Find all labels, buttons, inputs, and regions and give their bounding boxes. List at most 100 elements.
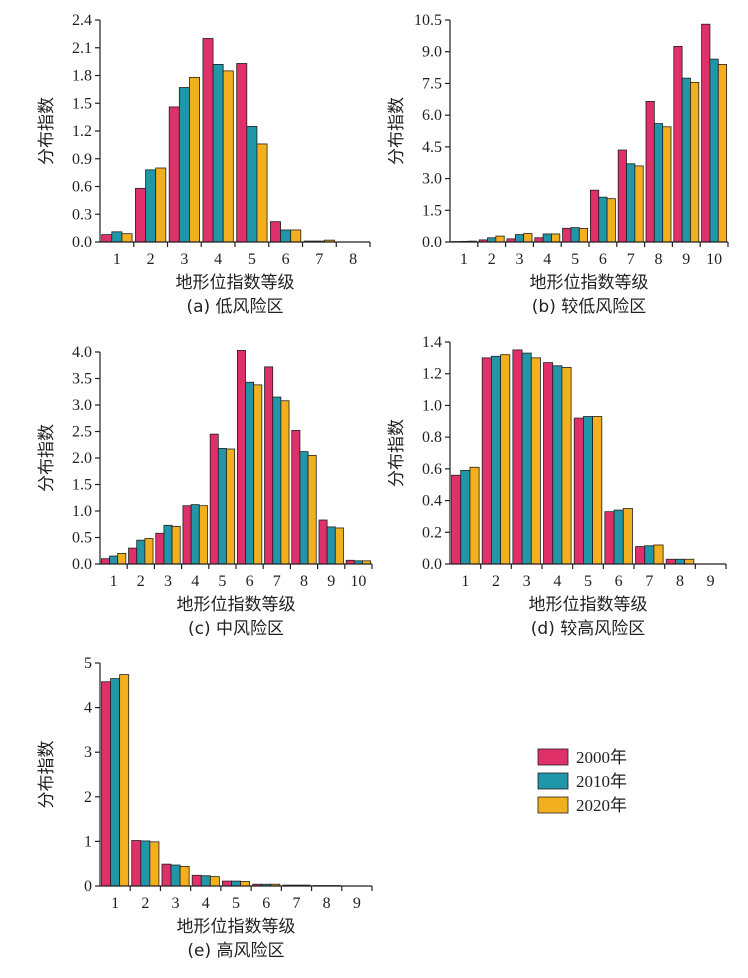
bar-panel3-2010年-cat6 [245,381,255,565]
bar-panel5-2000年-cat5 [221,880,232,887]
bar-panel5-2010年-cat5 [231,880,241,887]
bar-panel3-2000年-cat5 [209,433,219,565]
bar-panel2-2000年-cat6 [589,189,600,243]
x-axis-label: 地形位指数等级 [529,595,648,615]
legend: 2000年 2010年 2020年 [537,748,627,815]
bar-panel4-2020年-cat5 [592,416,603,565]
bar-panel3-2020年-cat9 [334,527,344,565]
bar-panel4-2010年-cat7 [644,545,655,565]
bar-panel2-2010年-cat6 [598,196,608,243]
bar-panel4-2020年-cat8 [684,558,695,565]
bar-panel4-2020年-cat4 [561,366,572,565]
bar-panel2-2010年-cat3 [514,234,525,243]
bar-panel2-2020年-cat8 [662,126,672,243]
bar-panel3-2020年-cat8 [307,454,317,565]
y-tick-label: 1.8 [72,68,92,85]
y-tick-label: 0.3 [72,206,92,223]
bar-panel4-2010年-cat2 [490,355,501,565]
bar-panel2-2000年-cat8 [645,101,655,243]
y-tick-label: 0.8 [422,429,442,446]
y-tick-label: 0.6 [422,461,442,478]
bar-panel5-2020年-cat4 [209,876,220,887]
bar-panel5-2010年-cat2 [140,840,151,887]
bar-panel3-2000年-cat2 [128,547,138,565]
bar-panel4-2000年-cat7 [635,546,646,565]
bar-panel3-2000年-cat7 [264,366,274,565]
bar-panel3-2020年-cat3 [171,525,181,565]
bar-panel3-2010年-cat2 [136,539,146,565]
x-tick-label: 6 [599,251,607,268]
y-tick-label: 1.5 [422,202,442,219]
y-tick-label: 9.0 [422,44,442,61]
x-tick-label: 9 [327,573,335,590]
bar-panel3-2010年-cat1 [109,555,119,565]
bar-panel1-2020年-cat5 [256,143,268,243]
bar-panel1-2010年-cat1 [111,231,123,243]
bar-panel3-2020年-cat6 [253,384,263,565]
x-tick-label: 10 [706,251,722,268]
bar-panel3-2020年-cat5 [226,448,236,565]
y-tick-label: 1.2 [72,123,92,140]
bar-panel2-2010年-cat10 [709,58,719,243]
bar-panel3-2000年-cat1 [100,558,110,565]
x-tick-label: 6 [615,573,623,590]
bar-panel4-2010年-cat4 [552,365,563,565]
x-tick-label: 5 [584,573,592,590]
bar-panel1-2010年-cat5 [246,125,258,243]
bar-panel2-2010年-cat4 [542,233,552,243]
bar-panel2-2020年-cat5 [578,228,589,243]
y-tick-label: 0.0 [422,234,442,251]
x-tick-label: 2 [137,573,145,590]
bar-panel2-2020年-cat2 [495,235,505,243]
x-tick-label: 3 [180,251,188,268]
y-tick-label: 0.9 [72,151,92,168]
y-tick-label: 1.5 [72,95,92,112]
y-tick-label: 1.5 [72,477,92,494]
bar-panel3-2020年-cat4 [198,505,208,565]
y-tick-label: 4 [84,700,92,717]
legend-swatch-2010年 [537,772,569,790]
x-tick-label: 1 [460,251,468,268]
x-tick-label: 4 [543,251,551,268]
legend-swatch-2020年 [537,796,569,814]
x-tick-label: 4 [553,573,561,590]
bar-panel4-2000年-cat8 [665,558,676,565]
x-axis-label: 地形位指数等级 [177,917,296,937]
x-tick-label: 1 [110,573,118,590]
bar-panel1-2020年-cat4 [222,70,234,243]
bar-panel4-2020年-cat7 [653,544,664,565]
x-tick-label: 9 [682,251,690,268]
x-tick-label: 4 [214,251,222,268]
bar-panel2-2020年-cat6 [606,198,616,243]
bar-panel2-2000年-cat5 [562,227,572,243]
bar-panel5-2010年-cat3 [170,864,181,887]
x-tick-label: 6 [246,573,254,590]
y-tick-label: 2.0 [72,450,92,467]
bar-panel3-2000年-cat3 [155,532,165,565]
y-axis-label: 分布指数 [37,424,57,492]
bar-panel3-2020年-cat1 [117,553,127,565]
x-tick-label: 9 [353,895,361,912]
bar-panel5-2000年-cat1 [101,681,111,887]
x-tick-label: 10 [350,573,366,590]
bar-panel3-2020年-cat7 [280,400,290,565]
bar-panel2-2020年-cat3 [523,233,533,243]
bar-panel2-2020年-cat7 [634,165,644,243]
y-tick-label: 2.4 [72,12,92,29]
bar-panel5-2000年-cat2 [131,840,142,887]
bar-panel2-2010年-cat7 [626,163,636,243]
y-tick-label: 7.5 [422,75,442,92]
bar-panel3-2010年-cat8 [299,451,309,565]
bar-panel3-2000年-cat6 [236,350,246,565]
x-tick-label: 8 [323,895,331,912]
x-tick-label: 7 [627,251,635,268]
x-tick-label: 6 [262,895,270,912]
bar-panel4-2000年-cat1 [451,474,462,565]
bar-panel4-2000年-cat4 [543,362,554,565]
bar-panel4-2010年-cat6 [613,509,624,565]
legend-label: 2010年 [576,772,627,791]
y-tick-label: 0.5 [72,530,92,547]
panel-caption: (e) 高风险区 [187,941,284,961]
